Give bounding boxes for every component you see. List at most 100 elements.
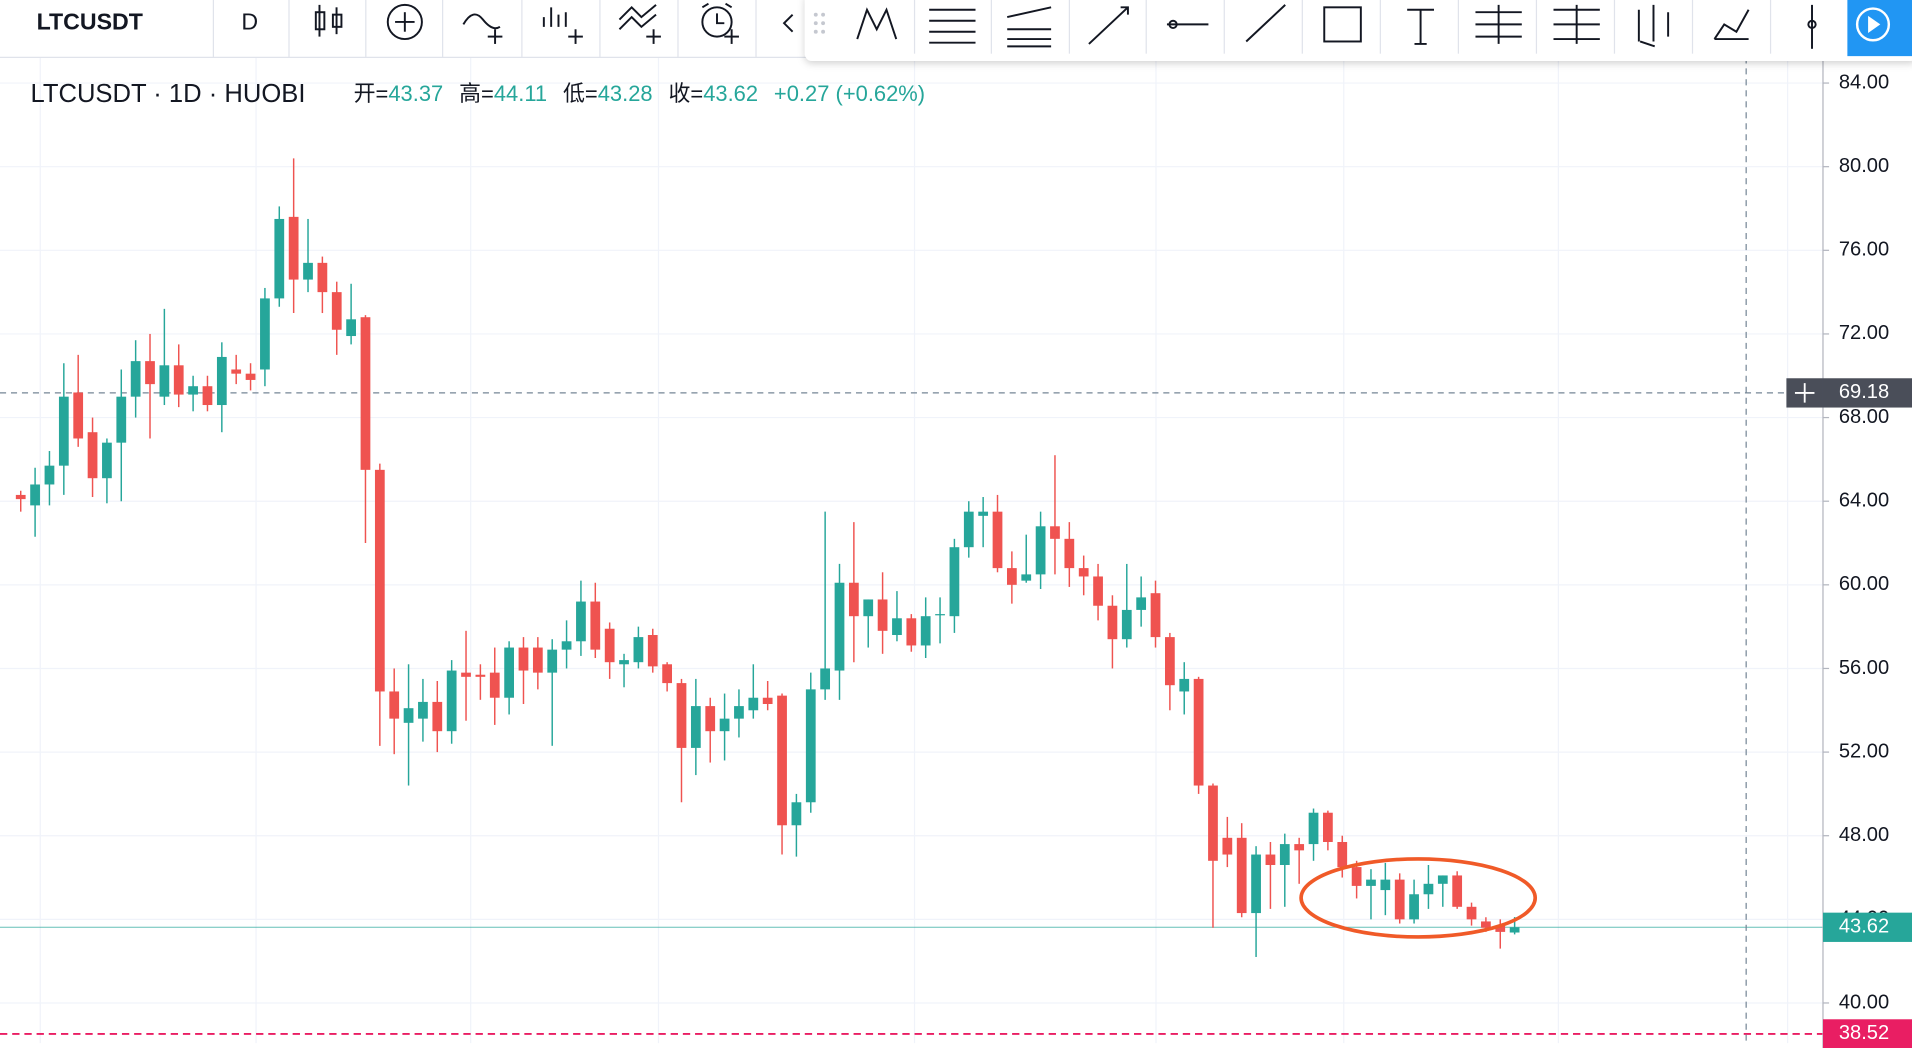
candle-body — [633, 637, 644, 663]
candle-body — [604, 628, 615, 663]
projection-tool[interactable] — [1713, 9, 1750, 41]
toolbar-separators — [212, 0, 757, 58]
candle-body — [15, 494, 26, 500]
candle-body — [834, 582, 845, 671]
candle-body — [892, 618, 902, 636]
candle-body — [274, 218, 285, 299]
candle-body — [662, 664, 673, 684]
indicators-icon[interactable] — [462, 13, 503, 44]
candle-body — [676, 683, 687, 748]
legend-value: 43.62 — [703, 81, 758, 106]
candle-body — [1452, 875, 1463, 907]
candle-body — [418, 701, 428, 719]
candle-body — [446, 670, 457, 732]
candle-body — [1380, 879, 1391, 891]
candle-body — [1121, 609, 1132, 640]
candle-body — [719, 718, 730, 732]
candle-body — [360, 317, 371, 470]
alert-price-label-bg — [1822, 1019, 1912, 1048]
candle-body — [1437, 875, 1448, 884]
candle-body — [231, 369, 242, 374]
arrow-tool[interactable] — [1088, 6, 1129, 45]
candle-body — [1337, 841, 1348, 868]
price-axis-bg — [1822, 57, 1912, 1048]
candle-body — [475, 674, 486, 677]
candle-body — [403, 708, 414, 723]
drawing-tools — [856, 4, 1817, 49]
candle-body — [1136, 597, 1147, 610]
toolbar-icons — [314, 2, 794, 44]
candle-body — [260, 298, 270, 370]
candle-body — [791, 802, 802, 826]
candle-body — [949, 547, 960, 617]
legend-value: 43.28 — [598, 81, 653, 106]
y-tick-label: 68.00 — [1839, 406, 1889, 428]
candle-body — [245, 373, 256, 380]
candle-body — [1064, 538, 1075, 569]
candle-body — [1050, 526, 1060, 539]
candle-body — [1351, 867, 1362, 886]
candle-body — [1279, 844, 1290, 865]
candle-body — [1409, 894, 1419, 920]
candles — [15, 158, 1520, 957]
fib-tool[interactable] — [929, 8, 976, 44]
drawing-toolbar-separators — [913, 0, 1772, 54]
legend-value: 43.37 — [388, 81, 443, 106]
candle-body — [1265, 854, 1276, 865]
replay-icon[interactable] — [618, 4, 661, 44]
symbol-button[interactable]: LTCUSDT — [37, 8, 143, 34]
y-tick-label: 52.00 — [1839, 740, 1889, 762]
compare-icon[interactable] — [386, 3, 423, 41]
candle-body — [1208, 785, 1218, 861]
candles-icon[interactable] — [314, 4, 343, 37]
y-tick-label: 84.00 — [1839, 71, 1889, 93]
candle-body — [963, 511, 974, 548]
candle-body — [906, 618, 917, 646]
candle-body — [1179, 678, 1190, 692]
candle-body — [820, 668, 831, 690]
y-tick-label: 56.00 — [1839, 657, 1889, 679]
candle-body — [102, 442, 112, 479]
interval-button[interactable]: D — [241, 8, 258, 34]
last-price-label: 43.62 — [1839, 916, 1889, 938]
candle-body — [1150, 593, 1161, 638]
candle-body — [848, 582, 859, 617]
candle-body — [1308, 812, 1319, 845]
candle-body — [331, 292, 342, 330]
fib-channel-tool[interactable] — [1007, 6, 1052, 48]
candle-body — [116, 396, 127, 443]
candle-body — [130, 361, 141, 397]
candle-body — [216, 356, 227, 406]
play-icon — [1868, 15, 1881, 33]
crosshair-price-label: 69.18 — [1839, 381, 1889, 403]
candle-body — [877, 599, 888, 631]
text-tool[interactable] — [1407, 8, 1434, 45]
scroll-left-icon[interactable] — [782, 13, 794, 33]
vertical-grid — [39, 57, 1789, 1044]
candle-body — [432, 701, 443, 732]
long-position-tool[interactable] — [1475, 4, 1522, 44]
y-tick-label: 72.00 — [1839, 322, 1889, 344]
chart-title: LTCUSDT · 1D · HUOBI — [30, 80, 305, 108]
y-tick-label: 40.00 — [1839, 991, 1889, 1013]
short-position-tool[interactable] — [1553, 4, 1600, 44]
candle-body — [504, 647, 514, 698]
candle-body — [1394, 879, 1405, 920]
xabcd-tool[interactable] — [856, 7, 898, 40]
candle-body — [1481, 921, 1491, 928]
drag-handle[interactable] — [813, 12, 826, 34]
candle-body — [777, 695, 787, 826]
templates-icon[interactable] — [542, 7, 583, 44]
legend-label: 收= — [668, 81, 703, 106]
legend-label: 开= — [354, 81, 389, 106]
candle-body — [1423, 883, 1434, 895]
candle-body — [1323, 812, 1333, 842]
candle-body — [1366, 879, 1376, 886]
bars-pattern-tool[interactable] — [1637, 4, 1670, 48]
candle-body — [1222, 837, 1233, 855]
trend-line-tool[interactable] — [1245, 4, 1286, 43]
alert-icon[interactable] — [701, 2, 739, 44]
rectangle-tool[interactable] — [1323, 6, 1362, 43]
